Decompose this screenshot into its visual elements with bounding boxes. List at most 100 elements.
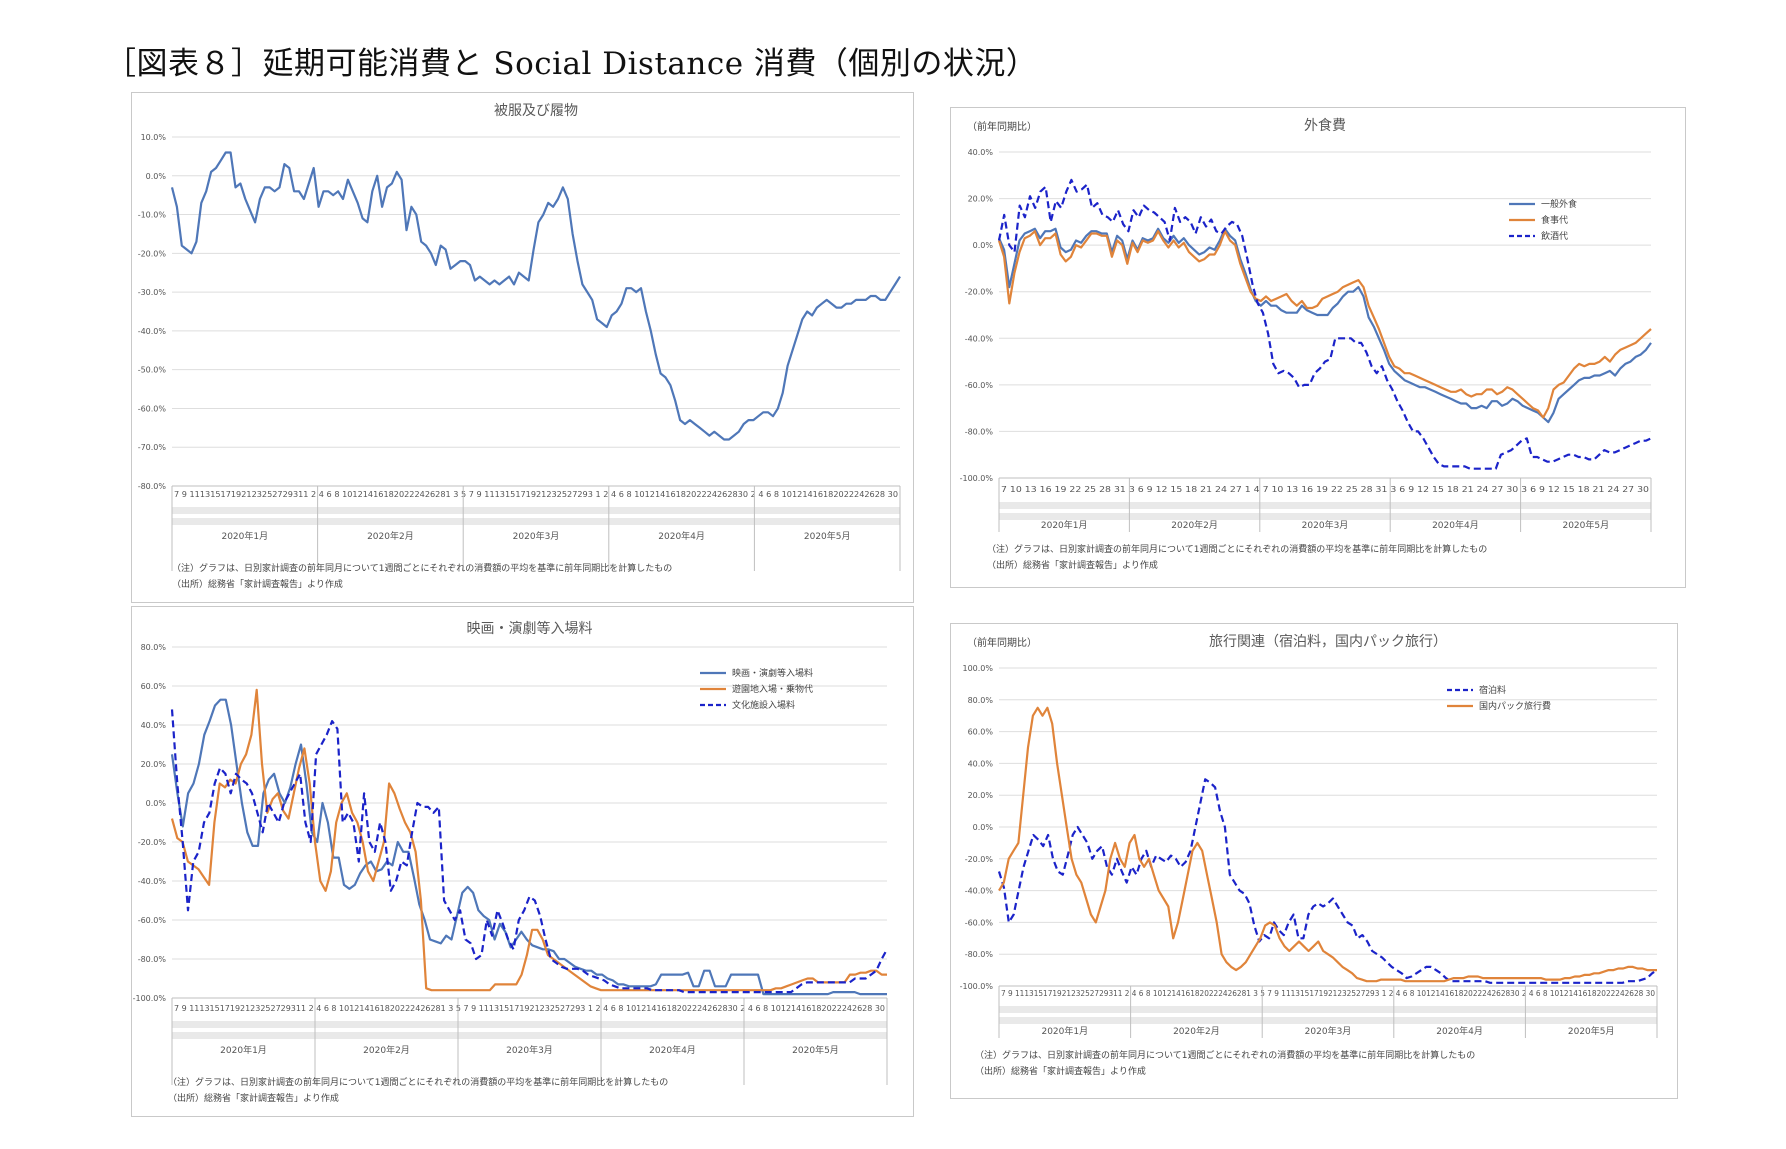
legend-label: 一般外食 bbox=[1541, 198, 1577, 210]
y-tick-label: -60.0% bbox=[138, 916, 167, 925]
date-row-band bbox=[172, 1032, 887, 1039]
month-label: 2020年4月 bbox=[649, 1044, 696, 1056]
y-tick-label: 40.0% bbox=[968, 148, 994, 157]
series-line-2 bbox=[170, 688, 887, 992]
chart-note: （注）グラフは、日別家計調査の前年同月について1週間ごとにそれぞれの消費額の平均… bbox=[168, 1076, 668, 1088]
month-label: 2020年3月 bbox=[1302, 519, 1349, 531]
y-tick-label: 20.0% bbox=[968, 195, 994, 204]
date-row-band bbox=[172, 518, 900, 525]
date-row-band bbox=[999, 1017, 1657, 1024]
y-tick-label: -20.0% bbox=[965, 288, 994, 297]
y-tick-label: -60.0% bbox=[965, 918, 994, 927]
y-tick-label: -20.0% bbox=[138, 838, 167, 847]
y-tick-label: -80.0% bbox=[138, 955, 167, 964]
y-tick-label: -40.0% bbox=[965, 887, 994, 896]
chart-title: 外食費 bbox=[1304, 117, 1346, 134]
chart-note: （注）グラフは、日別家計調査の前年同月について1週間ごとにそれぞれの消費額の平均… bbox=[172, 562, 672, 574]
y-tick-label: -10.0% bbox=[138, 211, 167, 220]
y-tick-label: -100.0% bbox=[960, 474, 994, 483]
y-tick-label: 60.0% bbox=[141, 682, 167, 691]
month-label: 2020年5月 bbox=[1568, 1025, 1615, 1037]
month-label: 2020年2月 bbox=[1173, 1025, 1220, 1037]
legend-label: 食事代 bbox=[1541, 214, 1568, 226]
unit-label: （前年同期比） bbox=[967, 120, 1037, 133]
x-day-tick-labels: 7 9 11131517192123252729311 2 4 6 8 1012… bbox=[174, 490, 898, 499]
y-tick-label: 20.0% bbox=[968, 791, 994, 800]
series-line-3 bbox=[170, 709, 888, 994]
series-line-3 bbox=[997, 178, 1652, 470]
clothing-chart: 被服及び履物 10.0% 0.0% -10.0% -20.0% -30.0% -40.0% -… bbox=[138, 103, 901, 590]
page-title: ［図表８］延期可能消費と Social Distance 消費（個別の状況） bbox=[105, 46, 1038, 82]
month-label: 2020年1月 bbox=[1041, 519, 1088, 531]
legend-label: 映画・演劇等入場料 bbox=[732, 667, 813, 679]
dining-chart: 外食費 （前年同期比） 40.0% 20.0% 0.0% -20.0% -40.0% -60.… bbox=[960, 117, 1652, 571]
y-tick-label: 20.0% bbox=[141, 760, 167, 769]
y-tick-label: 80.0% bbox=[141, 643, 167, 652]
y-tick-label: -70.0% bbox=[138, 443, 167, 452]
month-label: 2020年5月 bbox=[792, 1044, 839, 1056]
date-row-band bbox=[999, 513, 1651, 520]
y-tick-label: 40.0% bbox=[141, 721, 167, 730]
series-line-1 bbox=[170, 698, 887, 996]
month-label: 2020年4月 bbox=[658, 530, 705, 542]
chart-panel-dining: 外食費 （前年同期比） 40.0% 20.0% 0.0% -20.0% -40.0% -60.… bbox=[950, 107, 1686, 588]
month-label: 2020年2月 bbox=[367, 530, 414, 542]
chart-title: 映画・演劇等入場料 bbox=[467, 620, 593, 637]
month-label: 2020年3月 bbox=[1305, 1025, 1352, 1037]
series-line-1 bbox=[170, 151, 901, 441]
chart-note: （注）グラフは、日別家計調査の前年同月について1週間ごとにそれぞれの消費額の平均… bbox=[975, 1049, 1475, 1061]
travel-chart: 旅行関連（宿泊料，国内パック旅行） （前年同期比） 100.0% 80.0% 60.0%… bbox=[960, 633, 1658, 1077]
y-tick-label: 80.0% bbox=[968, 696, 994, 705]
month-label: 2020年5月 bbox=[1562, 519, 1609, 531]
month-label: 2020年4月 bbox=[1432, 519, 1479, 531]
chart-title: 旅行関連（宿泊料，国内パック旅行） bbox=[1209, 633, 1447, 650]
legend-label: 国内パック旅行費 bbox=[1479, 700, 1551, 712]
series-line-2 bbox=[997, 230, 1652, 419]
y-tick-label: -100.0% bbox=[960, 982, 994, 991]
x-day-tick-labels: 7 10 13 16 19 22 25 28 31 3 6 9 12 15 18… bbox=[1001, 485, 1649, 494]
legend-label: 文化施設入場料 bbox=[732, 699, 795, 711]
y-tick-label: 0.0% bbox=[973, 823, 994, 832]
date-row-band bbox=[999, 1006, 1657, 1013]
y-tick-label: -80.0% bbox=[138, 482, 167, 491]
month-label: 2020年2月 bbox=[363, 1044, 410, 1056]
y-tick-label: 0.0% bbox=[146, 799, 167, 808]
chart-panel-cinema: 映画・演劇等入場料 80.0% 60.0% 40.0% 20.0% 0.0% -20.0% -… bbox=[131, 606, 914, 1117]
cinema-chart: 映画・演劇等入場料 80.0% 60.0% 40.0% 20.0% 0.0% -20.0% -… bbox=[133, 620, 888, 1104]
series-line-2 bbox=[998, 706, 1657, 983]
y-tick-label: -50.0% bbox=[138, 366, 167, 375]
y-tick-label: -30.0% bbox=[138, 288, 167, 297]
chart-panel-travel: 旅行関連（宿泊料，国内パック旅行） （前年同期比） 100.0% 80.0% 60.0%… bbox=[950, 623, 1678, 1099]
y-tick-label: 100.0% bbox=[962, 664, 993, 673]
chart-title: 被服及び履物 bbox=[494, 103, 578, 119]
y-tick-label: 0.0% bbox=[146, 172, 167, 181]
chart-source: （出所）総務省「家計調査報告」より作成 bbox=[975, 1065, 1146, 1077]
x-day-tick-labels: 7 9 11131517192123252729311 2 4 6 8 1012… bbox=[174, 1004, 885, 1013]
month-label: 2020年4月 bbox=[1436, 1025, 1483, 1037]
month-label: 2020年1月 bbox=[221, 530, 268, 542]
y-tick-label: -20.0% bbox=[138, 249, 167, 258]
month-label: 2020年1月 bbox=[1041, 1025, 1088, 1037]
series-line-1 bbox=[997, 778, 1658, 984]
y-tick-label: 60.0% bbox=[968, 728, 994, 737]
chart-note: （注）グラフは、日別家計調査の前年同月について1週間ごとにそれぞれの消費額の平均… bbox=[987, 543, 1487, 555]
date-row-band bbox=[999, 502, 1651, 509]
unit-label: （前年同期比） bbox=[967, 636, 1037, 649]
chart-panel-clothing: 被服及び履物 10.0% 0.0% -10.0% -20.0% -30.0% -40.0% -… bbox=[131, 92, 914, 603]
chart-source: （出所）総務省「家計調査報告」より作成 bbox=[172, 578, 343, 590]
y-tick-label: -80.0% bbox=[965, 950, 994, 959]
x-day-tick-labels: 7 9 11131517192123252729311 2 4 6 8 1012… bbox=[1001, 989, 1655, 998]
y-tick-label: 40.0% bbox=[968, 759, 994, 768]
y-tick-label: -100.0% bbox=[133, 994, 167, 1003]
y-tick-label: -60.0% bbox=[138, 404, 167, 413]
chart-source: （出所）総務省「家計調査報告」より作成 bbox=[168, 1092, 339, 1104]
month-label: 2020年1月 bbox=[220, 1044, 267, 1056]
date-row-band bbox=[172, 507, 900, 514]
y-tick-label: -80.0% bbox=[965, 427, 994, 436]
y-tick-label: -60.0% bbox=[965, 381, 994, 390]
date-row-band bbox=[172, 1021, 887, 1028]
chart-source: （出所）総務省「家計調査報告」より作成 bbox=[987, 559, 1158, 571]
legend-label: 宿泊料 bbox=[1479, 684, 1506, 696]
y-tick-label: -40.0% bbox=[965, 334, 994, 343]
y-tick-label: -40.0% bbox=[138, 327, 167, 336]
